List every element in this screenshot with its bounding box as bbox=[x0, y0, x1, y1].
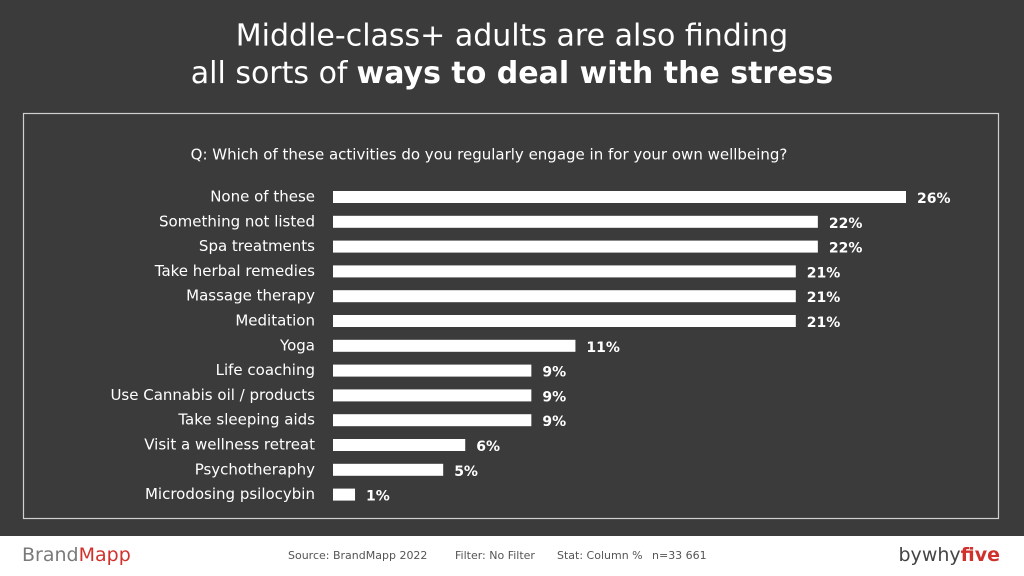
bar bbox=[333, 315, 796, 327]
whyfive-logo: bywhyfive bbox=[899, 544, 1001, 566]
bar bbox=[333, 439, 466, 451]
bar bbox=[333, 265, 796, 278]
footer-stat: Stat: Column % bbox=[557, 549, 643, 562]
footer-source: Source: BrandMapp 2022 bbox=[288, 549, 427, 562]
bar bbox=[333, 389, 532, 402]
category-label: Take sleeping aids bbox=[177, 411, 315, 429]
bar bbox=[333, 290, 796, 303]
title-line-1: Middle-class+ adults are also finding bbox=[236, 19, 788, 54]
value-label: 26% bbox=[917, 191, 951, 207]
bar bbox=[333, 339, 576, 352]
value-label: 5% bbox=[454, 464, 478, 480]
bar bbox=[333, 414, 532, 427]
logo-part: Mapp bbox=[79, 544, 131, 566]
value-label: 21% bbox=[807, 265, 841, 281]
category-label: Something not listed bbox=[159, 212, 315, 230]
bar bbox=[333, 463, 444, 476]
logo-part: why bbox=[922, 544, 961, 566]
footer-background bbox=[0, 536, 1024, 576]
category-label: Meditation bbox=[235, 312, 315, 330]
footer-n: n=33 661 bbox=[652, 549, 707, 562]
category-label: Microdosing psilocybin bbox=[145, 485, 315, 503]
value-label: 9% bbox=[542, 365, 566, 381]
bar bbox=[333, 191, 906, 203]
value-label: 6% bbox=[476, 439, 500, 455]
chart-question: Q: Which of these activities do you regu… bbox=[191, 146, 788, 164]
logo-part: by bbox=[899, 544, 922, 566]
value-label: 21% bbox=[807, 290, 841, 306]
brand-logo: BrandMapp bbox=[22, 544, 131, 566]
logo-part: Brand bbox=[22, 544, 79, 566]
value-label: 22% bbox=[829, 216, 863, 232]
category-label: Psychotheraphy bbox=[195, 460, 315, 478]
title-text: all sorts of bbox=[191, 56, 349, 91]
category-label: Massage therapy bbox=[186, 287, 315, 305]
footer-filter: Filter: No Filter bbox=[455, 549, 535, 562]
value-label: 9% bbox=[542, 389, 566, 405]
logo-part: five bbox=[961, 544, 1000, 566]
bar bbox=[333, 240, 818, 253]
bar-chart: None of these 26% Something not listed 22% S… bbox=[110, 188, 950, 505]
chart-frame bbox=[22, 112, 1000, 520]
category-label: Use Cannabis oil / products bbox=[110, 386, 315, 404]
title-emphasis: ways to deal with the stress bbox=[357, 56, 834, 91]
value-label: 22% bbox=[829, 241, 863, 257]
title-line-2: all sorts of ways to deal with the stress bbox=[191, 56, 834, 91]
bar bbox=[333, 364, 532, 377]
category-label: Take herbal remedies bbox=[154, 262, 315, 280]
category-label: Spa treatments bbox=[199, 237, 315, 255]
category-label: Visit a wellness retreat bbox=[144, 436, 315, 454]
category-label: Yoga bbox=[279, 336, 315, 354]
value-label: 1% bbox=[366, 489, 390, 505]
category-label: Life coaching bbox=[216, 361, 315, 379]
value-label: 21% bbox=[807, 315, 841, 331]
bar bbox=[333, 488, 356, 501]
bar bbox=[333, 215, 818, 228]
value-label: 9% bbox=[542, 414, 566, 430]
value-label: 11% bbox=[586, 340, 620, 356]
category-label: None of these bbox=[210, 188, 315, 206]
